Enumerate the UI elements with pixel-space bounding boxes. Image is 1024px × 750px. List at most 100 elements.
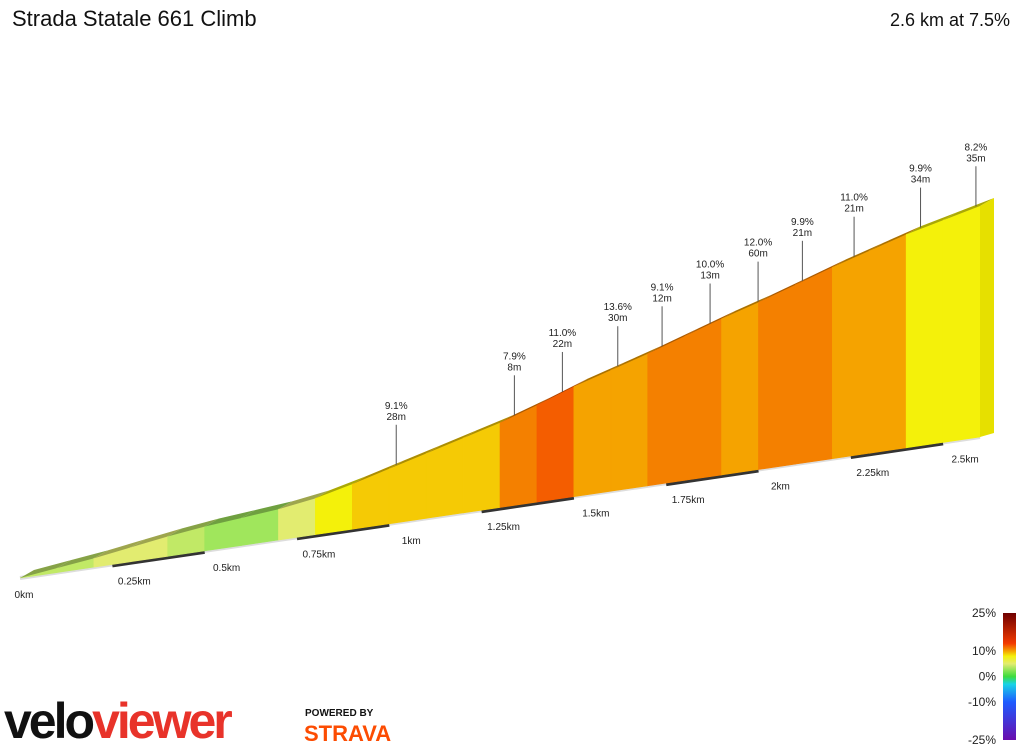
strava-logo: STRAVA [304, 721, 391, 746]
profile-top-shade [204, 509, 256, 527]
annotation-grade: 9.1% [651, 282, 674, 293]
profile-top-shade [832, 242, 884, 268]
profile-segment [758, 284, 796, 470]
profile-segment [573, 369, 612, 498]
profile-top-shade [610, 345, 662, 371]
profile-segment [868, 233, 907, 454]
summary: 2.6 km at 7.5% [890, 10, 1010, 30]
x-tick-label: 1.5km [582, 509, 609, 520]
profile-top [130, 528, 182, 548]
profile-top-shade [241, 501, 293, 518]
profile-top-shade [315, 476, 367, 499]
profile-top-shade [167, 518, 219, 537]
x-tick-label: 1km [402, 536, 421, 547]
annotation-length: 8m [507, 362, 521, 373]
annotation-grade: 9.9% [791, 217, 814, 228]
profile-top [758, 276, 810, 303]
profile-top-shade [352, 460, 404, 485]
profile-segment [905, 219, 944, 449]
x-tick-label: 1.25km [487, 522, 520, 533]
legend-label: 0% [979, 670, 997, 684]
profile-segment [721, 301, 759, 476]
distance-band [665, 468, 759, 487]
profile-segment [832, 250, 870, 460]
annotation-grade: 9.1% [385, 401, 408, 412]
profile-top-shade [20, 560, 71, 578]
x-tick-label: 0km [15, 590, 34, 601]
profile-top [795, 259, 847, 285]
x-tick-label: 1.75km [672, 495, 705, 506]
profile-end [980, 198, 994, 437]
profile-segment [462, 422, 501, 514]
profile-top [315, 476, 367, 499]
chart-title: Strada Statale 661 Climb [12, 6, 257, 31]
profile-top [278, 490, 330, 510]
profile-top [426, 430, 478, 454]
x-tick-label: 0.5km [213, 563, 240, 574]
annotation-grade: 9.9% [909, 164, 932, 175]
distance-band [481, 495, 575, 514]
annotation-length: 22m [553, 339, 572, 350]
logo-part: velo [4, 693, 94, 749]
x-tick-label: 2.5km [951, 454, 978, 465]
annotation-length: 12m [652, 293, 671, 304]
profile-segment [684, 318, 722, 481]
profile-segment [647, 335, 685, 487]
profile-top [167, 518, 219, 537]
annotation-length: 13m [700, 271, 719, 282]
profile-top-shade [463, 414, 514, 439]
logo-part: viewer [92, 693, 232, 749]
profile-top [869, 226, 921, 251]
profile-segment [610, 353, 648, 492]
legend-label: -25% [968, 733, 996, 747]
profile-top [389, 445, 441, 469]
profile-top [93, 539, 145, 559]
profile-top-shade [647, 328, 699, 354]
annotation-grade: 8.2% [965, 142, 988, 153]
annotation-length: 34m [911, 175, 930, 186]
profile-top [943, 198, 994, 221]
legend-label: 10% [972, 644, 996, 658]
distance-band [112, 549, 205, 568]
profile-segment [315, 483, 353, 535]
profile-top-shade [758, 276, 810, 303]
annotation-grade: 10.0% [696, 260, 724, 271]
profile-top-shade [721, 294, 773, 319]
profile-top-shade [389, 445, 441, 469]
profile-top [647, 328, 699, 354]
annotation-length: 30m [608, 313, 627, 324]
distance-band [850, 441, 944, 459]
annotation-grade: 7.9% [503, 351, 526, 362]
profile-top-shade [130, 528, 182, 548]
profile-top-shade [795, 259, 847, 285]
profile-top [56, 550, 108, 569]
profile-segment [795, 266, 833, 465]
profile-segment [352, 468, 390, 530]
annotation-length: 35m [966, 153, 985, 164]
profile-segment [536, 386, 575, 503]
profile-segment [499, 404, 538, 508]
profile-top [20, 560, 71, 578]
profile-top [906, 212, 958, 235]
annotation-grade: 11.0% [549, 328, 577, 339]
profile-top [832, 242, 884, 268]
profile-top [500, 397, 551, 423]
distance-band [296, 522, 390, 541]
annotation-length: 21m [793, 228, 812, 239]
profile-segment [942, 205, 981, 443]
profile-top-shade [906, 212, 958, 235]
annotation-length: 21m [844, 204, 863, 215]
profile-top [352, 460, 404, 485]
x-tick-label: 2km [771, 482, 790, 493]
annotation-grade: 13.6% [604, 302, 632, 313]
color-legend [1003, 613, 1016, 740]
annotation-length: 28m [387, 412, 406, 423]
profile-top-shade [426, 430, 478, 454]
annotation-length: 60m [748, 249, 767, 260]
profile-top-shade [573, 362, 625, 387]
profile-top [204, 509, 256, 527]
x-tick-label: 2.25km [856, 468, 889, 479]
profile-top [610, 345, 662, 371]
x-tick-label: 0.75km [303, 549, 336, 560]
profile-top-shade [93, 539, 145, 559]
